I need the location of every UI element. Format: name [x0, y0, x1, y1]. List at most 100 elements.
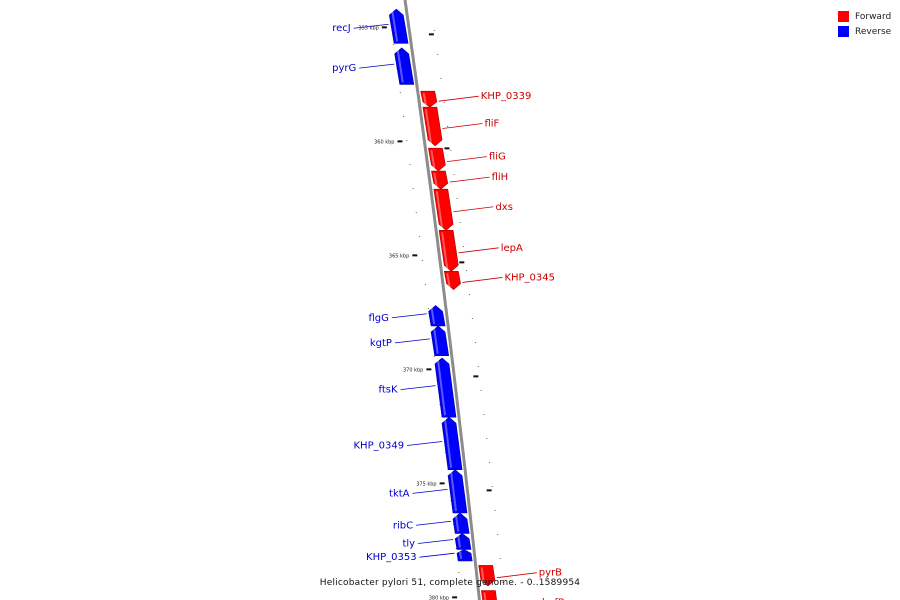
- gene-fliH[interactable]: [431, 170, 449, 190]
- gene-label-flgG[interactable]: flgG: [368, 313, 388, 324]
- leader-line: [353, 23, 389, 29]
- grid-dot: [486, 438, 488, 439]
- gene-KHP_0353[interactable]: [456, 549, 473, 562]
- leader-line: [416, 520, 452, 526]
- gene-label-hofB[interactable]: hofB: [542, 597, 565, 600]
- gene-label-KHP_0349[interactable]: KHP_0349: [354, 440, 405, 451]
- gene-label-tly[interactable]: tly: [402, 539, 415, 550]
- gene-recJ[interactable]: [388, 8, 409, 44]
- leader-line: [462, 277, 503, 283]
- tick-mark-right: [473, 375, 479, 378]
- grid-dot: [399, 92, 401, 93]
- grid-dot: [450, 150, 452, 151]
- gene-pyrG[interactable]: [394, 47, 415, 85]
- gene-highlight: [396, 49, 404, 83]
- gene-label-fliG[interactable]: fliG: [489, 152, 506, 163]
- genome-caption: Helicobacter pylori 51, complete genome.…: [319, 578, 581, 588]
- gene-label-KHP_0339[interactable]: KHP_0339: [481, 91, 532, 102]
- gene-label-kgtP[interactable]: kgtP: [370, 338, 392, 349]
- gene-dxs[interactable]: [433, 188, 454, 231]
- grid-dot: [443, 102, 445, 103]
- gene-label-tktA[interactable]: tktA: [389, 488, 410, 499]
- gene-fliG[interactable]: [428, 147, 446, 172]
- gene-highlight: [454, 514, 460, 532]
- leader-line: [419, 552, 455, 558]
- gene-kgtP[interactable]: [430, 325, 450, 357]
- gene-highlight: [444, 419, 453, 468]
- gene-features: [388, 8, 498, 600]
- tick-label: 365 kbp: [389, 253, 409, 259]
- grid-dot: [409, 164, 411, 165]
- grid-dot: [458, 572, 460, 573]
- grid-dot: [427, 308, 429, 309]
- gene-label-lepA[interactable]: lepA: [501, 243, 523, 254]
- tick-mark-right: [428, 33, 434, 36]
- grid-dot: [437, 54, 439, 55]
- leader-line: [407, 441, 443, 446]
- leader-line: [458, 247, 499, 254]
- tick-marks: 355 kbp 360 kbp 365 kbp 370 kbp 375 kbp 380 k…: [358, 25, 492, 600]
- gene-highlight: [433, 327, 439, 354]
- gene-highlight: [458, 551, 463, 560]
- tick-mark: [439, 482, 445, 485]
- gene-highlight: [422, 93, 427, 106]
- leader-line: [394, 338, 430, 344]
- gene-label-recJ[interactable]: recJ: [332, 23, 351, 34]
- gene-KHP_0339[interactable]: [420, 90, 438, 108]
- tick-label: 360 kbp: [374, 139, 394, 145]
- gene-pyrB[interactable]: [478, 565, 496, 587]
- tick-mark-right: [444, 147, 450, 150]
- gene-label-dxs[interactable]: dxs: [495, 202, 512, 213]
- grid-dot: [465, 270, 467, 271]
- grid-dot: [453, 174, 455, 175]
- tick-label: 380 kbp: [429, 595, 449, 600]
- grid-dot: [456, 198, 458, 199]
- grid-dot: [440, 78, 442, 79]
- tick-mark: [426, 368, 432, 371]
- legend-reverse-label: Reverse: [855, 26, 892, 37]
- gene-label-pyrG[interactable]: pyrG: [332, 63, 356, 74]
- tick-mark: [381, 26, 387, 29]
- tick-label: 375 kbp: [416, 481, 436, 487]
- grid-dot: [483, 414, 485, 415]
- grid-dot: [468, 294, 470, 295]
- gene-fliF[interactable]: [422, 106, 443, 147]
- grid-dot: [489, 462, 491, 463]
- gene-label-ribC[interactable]: ribC: [393, 520, 413, 531]
- gene-highlight: [457, 535, 461, 548]
- grid-dot: [439, 404, 441, 405]
- leader-line: [359, 63, 395, 69]
- gene-highlight: [446, 273, 451, 288]
- gene-label-fliF[interactable]: fliF: [484, 119, 499, 130]
- grid-dot: [393, 44, 395, 45]
- grid-dot: [421, 260, 423, 261]
- leader-line: [438, 95, 479, 102]
- gene-highlight: [433, 172, 438, 188]
- tick-label: 370 kbp: [403, 367, 423, 373]
- gene-label-ftsK[interactable]: ftsK: [378, 385, 397, 396]
- gene-KHP_0345[interactable]: [443, 270, 461, 290]
- grid-dot: [415, 212, 417, 213]
- grid-dot: [502, 582, 504, 583]
- gene-hofB[interactable]: [481, 590, 498, 600]
- grid-dot: [450, 500, 452, 501]
- leader-line: [442, 123, 483, 129]
- tick-mark: [452, 596, 458, 599]
- grid-dot: [433, 30, 435, 31]
- gene-highlight: [424, 109, 433, 145]
- grid-dot: [403, 116, 405, 117]
- gene-highlight: [436, 359, 447, 416]
- gene-lepA[interactable]: [438, 230, 459, 272]
- tick-mark-right: [486, 489, 492, 492]
- gene-label-fliH[interactable]: fliH: [492, 172, 509, 183]
- gene-highlight: [441, 232, 449, 270]
- gene-label-KHP_0353[interactable]: KHP_0353: [366, 552, 417, 563]
- legend: Forward Reverse: [838, 9, 891, 39]
- grid-dot: [412, 188, 414, 189]
- leader-line: [446, 156, 487, 162]
- gene-highlight: [435, 191, 444, 229]
- gene-label-KHP_0345[interactable]: KHP_0345: [504, 272, 555, 283]
- grid-dot: [474, 342, 476, 343]
- gene-label-pyrB[interactable]: pyrB: [539, 568, 562, 579]
